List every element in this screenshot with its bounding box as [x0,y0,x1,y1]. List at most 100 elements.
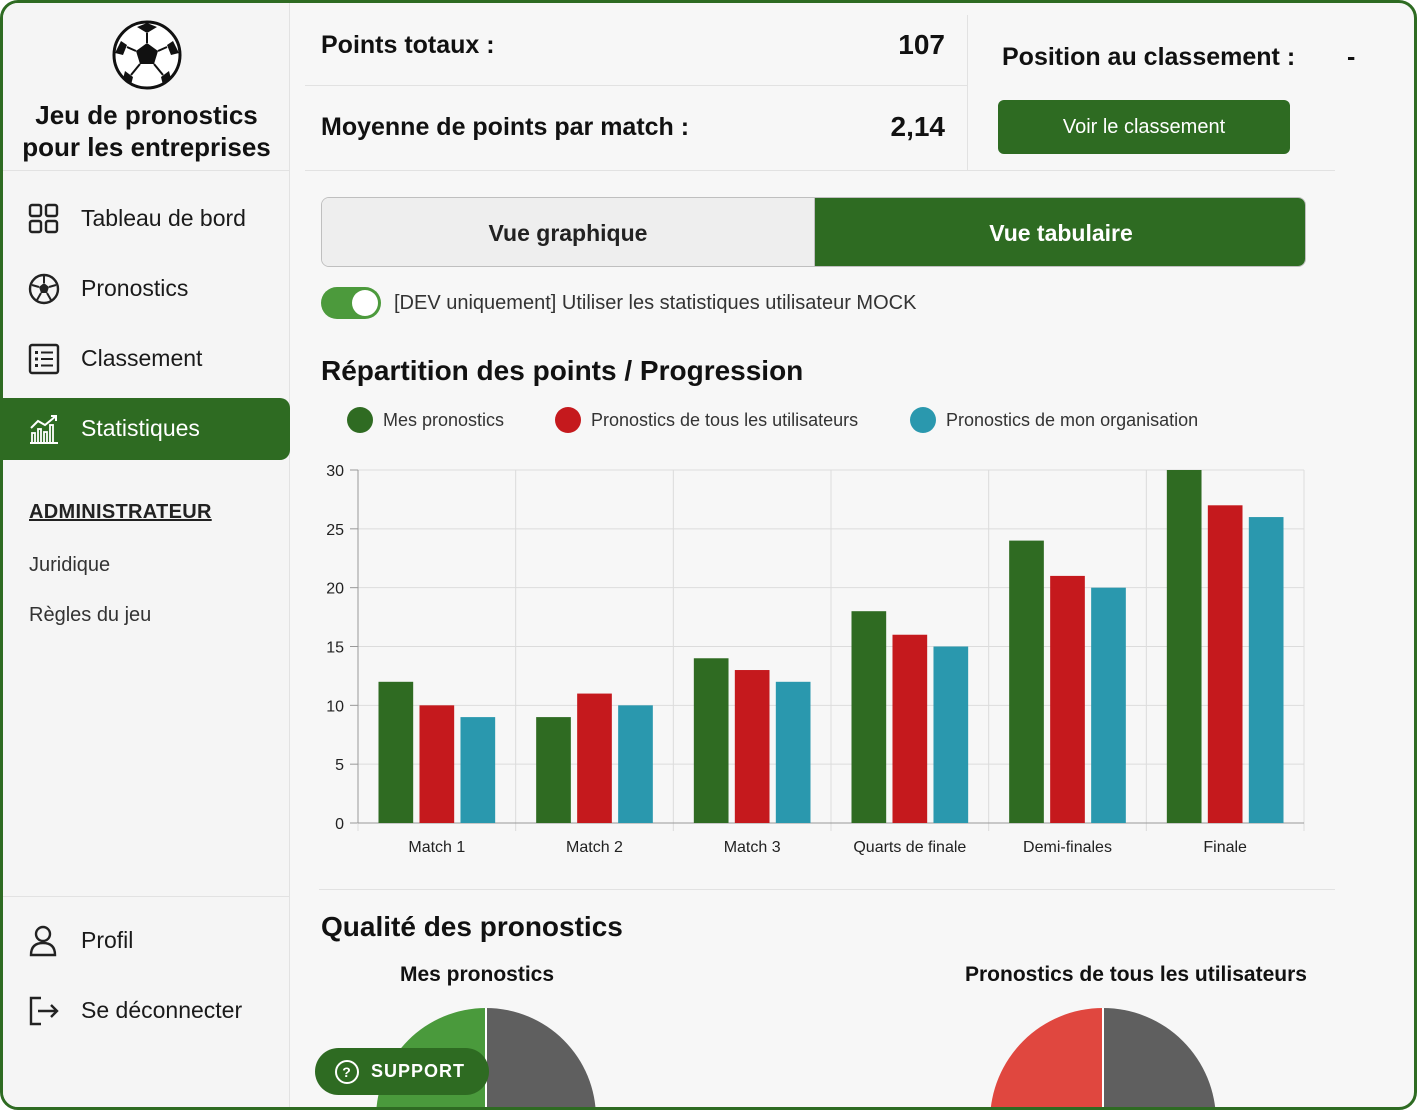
section-title-quality: Qualité des pronostics [321,911,623,942]
divider [305,170,1335,171]
user-icon [29,925,57,957]
bar [378,681,414,823]
bar [1009,540,1044,823]
view-toggle: Vue graphique Vue tabulaire [321,197,1306,267]
logout-link[interactable]: Se déconnecter [3,980,290,1042]
legend-item-mine: Mes pronostics [347,407,504,433]
pie-title-all: Pronostics de tous les utilisateurs [965,963,1307,986]
pie-chart-all [990,1008,1216,1107]
bar [1050,575,1085,823]
support-label: SUPPORT [371,1061,466,1081]
grid-icon [28,203,59,234]
sidebar-item-label: Classement [81,345,203,371]
bar [618,705,653,823]
divider [305,85,967,86]
sidebar-item-classement[interactable]: Classement [3,328,290,390]
x-tick-label: Match 3 [724,839,781,856]
bar [775,681,811,823]
list-icon [28,343,60,375]
average-points-label: Moyenne de points par match : [321,113,690,141]
profile-link[interactable]: Profil [3,910,290,972]
section-title-distribution: Répartition des points / Progression [321,355,804,386]
sidebar-item-dashboard[interactable]: Tableau de bord [3,188,290,250]
bar [1091,587,1126,823]
sidebar-item-label: Tableau de bord [81,205,246,231]
help-icon: ? [335,1059,359,1084]
mock-stats-label: [DEV uniquement] Utiliser les statistiqu… [394,292,917,314]
sidebar: Jeu de pronostics pour les entreprises T… [3,3,290,1107]
bar [851,611,887,823]
average-points-value: 2,14 [890,111,946,142]
x-tick-label: Finale [1203,839,1247,856]
sidebar-item-statistiques[interactable]: Statistiques [3,398,290,460]
sidebar-item-pronostics[interactable]: Pronostics [3,258,290,320]
bar [1207,505,1243,823]
view-ranking-button[interactable]: Voir le classement [998,100,1290,154]
y-tick-label: 15 [326,640,344,657]
legend-label: Pronostics de mon organisation [946,409,1199,430]
pie-title-mine: Mes pronostics [400,963,555,986]
tab-graph-view[interactable]: Vue graphique [322,198,815,266]
legend-item-all: Pronostics de tous les utilisateurs [555,407,858,433]
bar [892,634,928,823]
divider [319,889,1335,890]
sidebar-item-label: Pronostics [81,275,189,301]
legend-item-org: Pronostics de mon organisation [910,407,1198,433]
x-tick-label: Quarts de finale [853,839,966,856]
sidebar-bottom [3,896,290,897]
bar [536,717,571,823]
y-tick-label: 20 [326,581,344,598]
sidebar-item-label: Statistiques [81,415,200,441]
soccer-ball-icon [28,273,60,305]
y-tick-label: 0 [335,816,344,833]
pie-slice-correct [990,1008,1103,1107]
total-points-value: 107 [898,29,945,60]
y-tick-label: 5 [335,757,344,774]
x-tick-label: Match 2 [566,839,623,856]
total-points-row: Points totaux : 107 [321,29,945,91]
divider [967,15,968,170]
admin-link-regles[interactable]: Règles du jeu [29,604,152,626]
bar [1248,517,1284,823]
bar [933,646,969,823]
points-bar-chart: 0 5 10 15 20 25 30 Match 1 Match 2 Match 3 Quarts … [326,463,1305,856]
y-tick-label: 30 [326,463,344,480]
soccer-ball-icon [112,20,182,90]
admin-heading[interactable]: ADMINISTRATEUR [29,501,212,523]
bar [419,705,455,823]
support-button[interactable]: ? SUPPORT [315,1048,489,1095]
app-title: Jeu de pronostics pour les entreprises [13,99,280,163]
admin-link-juridique[interactable]: Juridique [29,554,111,576]
brand: Jeu de pronostics pour les entreprises [3,3,290,171]
bar [577,693,612,823]
profile-label: Profil [81,927,134,953]
x-tick-label: Match 1 [408,839,465,856]
logout-icon [29,996,59,1026]
app-title-line1: Jeu de pronostics [35,100,258,130]
legend-swatch [347,407,373,433]
legend-label: Pronostics de tous les utilisateurs [591,409,859,430]
bar [693,658,729,823]
ranking-value: - [1347,43,1356,71]
legend-label: Mes pronostics [383,409,505,430]
chart-icon [30,415,58,444]
y-tick-label: 10 [326,698,344,715]
app-title-line2: pour les entreprises [22,132,271,162]
x-tick-label: Demi-finales [1023,839,1112,856]
total-points-label: Points totaux : [321,31,495,59]
legend-swatch [555,407,581,433]
bar [734,670,770,823]
average-points-row: Moyenne de points par match : 2,14 [321,111,946,173]
tab-table-view[interactable]: Vue tabulaire [815,198,1305,266]
pie-slice-incorrect [486,1008,596,1107]
mock-stats-toggle[interactable] [321,287,381,319]
bar [460,717,496,823]
y-tick-label: 25 [326,522,344,539]
logout-label: Se déconnecter [81,997,243,1023]
main-content: Points totaux : 107 Moyenne de points pa… [291,3,1414,1107]
toggle-knob [352,290,378,316]
legend-swatch [910,407,936,433]
ranking-label: Position au classement : [1002,43,1296,71]
pie-slice-incorrect [1103,1008,1216,1107]
